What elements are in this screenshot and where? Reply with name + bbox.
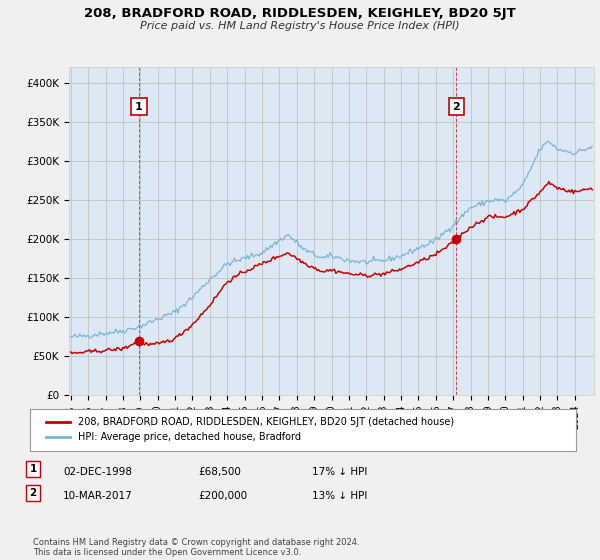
Text: 17% ↓ HPI: 17% ↓ HPI [312,466,367,477]
Text: 2: 2 [452,101,460,111]
Text: 1: 1 [29,464,37,474]
Text: 13% ↓ HPI: 13% ↓ HPI [312,491,367,501]
Text: 2: 2 [29,488,37,498]
Text: Price paid vs. HM Land Registry's House Price Index (HPI): Price paid vs. HM Land Registry's House … [140,21,460,31]
Text: 208, BRADFORD ROAD, RIDDLESDEN, KEIGHLEY, BD20 5JT: 208, BRADFORD ROAD, RIDDLESDEN, KEIGHLEY… [84,7,516,20]
Text: £200,000: £200,000 [198,491,247,501]
Legend: 208, BRADFORD ROAD, RIDDLESDEN, KEIGHLEY, BD20 5JT (detached house), HPI: Averag: 208, BRADFORD ROAD, RIDDLESDEN, KEIGHLEY… [40,411,460,449]
Text: Contains HM Land Registry data © Crown copyright and database right 2024.
This d: Contains HM Land Registry data © Crown c… [33,538,359,557]
Text: 02-DEC-1998: 02-DEC-1998 [63,466,132,477]
Text: 10-MAR-2017: 10-MAR-2017 [63,491,133,501]
Text: £68,500: £68,500 [198,466,241,477]
Text: 1: 1 [135,101,143,111]
